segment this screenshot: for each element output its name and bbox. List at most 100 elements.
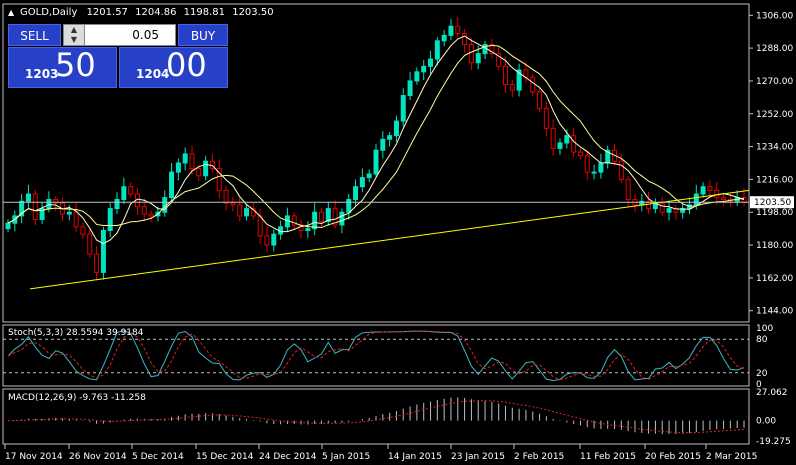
price-axis-label: 1288.00 bbox=[756, 44, 793, 54]
candle-body bbox=[203, 160, 209, 177]
time-axis-label: 15 Dec 2014 bbox=[196, 452, 254, 462]
candle-body bbox=[550, 127, 556, 149]
candle-body bbox=[441, 34, 447, 42]
candle-body bbox=[414, 71, 420, 82]
sell-price-box[interactable]: 1203 50 bbox=[8, 46, 117, 88]
candle-body bbox=[19, 200, 25, 217]
candle-body bbox=[564, 135, 570, 144]
candle-body bbox=[244, 208, 250, 217]
price-axis-label: 1198.00 bbox=[756, 208, 793, 218]
buy-button[interactable]: BUY bbox=[178, 24, 228, 46]
macd-axis-label: -19.275 bbox=[756, 437, 791, 447]
one-click-trading-panel: SELL ▲ ▼ 0.05 BUY 1203 50 1204 00 bbox=[8, 24, 228, 88]
candle-body bbox=[721, 197, 727, 200]
candle-body bbox=[625, 178, 631, 200]
sell-button[interactable]: SELL bbox=[8, 24, 61, 46]
time-axis-label: 26 Nov 2014 bbox=[69, 452, 127, 462]
candle-body bbox=[468, 43, 474, 64]
candle-body bbox=[121, 186, 127, 200]
candle-body bbox=[509, 84, 515, 91]
price-axis-label: 1234.00 bbox=[756, 143, 793, 153]
svg-text:GOLD,Daily 1201.57 120: GOLD,Daily 1201.57 1204.86 1198.81 1203.… bbox=[20, 7, 274, 18]
candle-body bbox=[407, 80, 413, 97]
macd-axis-label: 0.00 bbox=[756, 417, 776, 427]
chart-collapse-icon[interactable]: ▲ bbox=[8, 8, 15, 17]
stoch-signal-line bbox=[7, 330, 745, 381]
candle-body bbox=[462, 33, 468, 45]
macd-signal-line bbox=[7, 400, 745, 434]
price-axis-label: 1270.00 bbox=[756, 77, 793, 87]
candle-body bbox=[543, 107, 549, 129]
candle-body bbox=[591, 171, 597, 174]
candle-body bbox=[393, 120, 399, 137]
candle-body bbox=[223, 189, 229, 204]
candle-body bbox=[496, 53, 502, 67]
time-axis-label: 11 Feb 2015 bbox=[580, 452, 636, 462]
stoch-axis-label: 100 bbox=[756, 324, 773, 334]
candle-body bbox=[305, 228, 311, 231]
candle-body bbox=[230, 202, 236, 206]
candle-body bbox=[39, 208, 45, 221]
candle-body bbox=[332, 208, 338, 226]
candle-body bbox=[53, 198, 59, 204]
price-axis-label: 1144.00 bbox=[756, 307, 793, 317]
current-price-label: 1203.50 bbox=[754, 198, 791, 208]
candle-body bbox=[73, 211, 79, 228]
candle-body bbox=[291, 215, 297, 226]
candle-body bbox=[373, 149, 379, 175]
lot-spinner-icon[interactable]: ▲ ▼ bbox=[64, 25, 85, 45]
candle-body bbox=[66, 211, 72, 215]
candle-body bbox=[707, 186, 713, 191]
candle-body bbox=[312, 211, 318, 230]
candle-body bbox=[537, 91, 543, 109]
candle-body bbox=[584, 155, 590, 173]
lot-size-input[interactable]: ▲ ▼ 0.05 bbox=[63, 24, 176, 46]
candle-body bbox=[87, 233, 93, 255]
candle-body bbox=[196, 167, 202, 177]
price-axis-label: 1162.00 bbox=[756, 274, 793, 284]
candle-body bbox=[598, 162, 604, 173]
candle-body bbox=[128, 186, 134, 195]
candle-body bbox=[359, 177, 365, 188]
candle-body bbox=[571, 135, 577, 153]
candle-body bbox=[346, 198, 352, 213]
time-axis-label: 23 Jan 2015 bbox=[451, 452, 505, 462]
candle-body bbox=[428, 58, 434, 67]
bid-price-big: 50 bbox=[55, 46, 96, 84]
candle-body bbox=[257, 215, 263, 237]
ohlc-high: 1204.86 bbox=[135, 7, 176, 18]
candle-body bbox=[237, 204, 243, 217]
candle-body bbox=[387, 135, 393, 140]
ohlc-close: 1203.50 bbox=[232, 7, 273, 18]
time-axis-label: 14 Jan 2015 bbox=[388, 452, 442, 462]
macd-panel-border bbox=[2, 388, 750, 445]
candle-body bbox=[325, 208, 331, 222]
lot-value: 0.05 bbox=[132, 28, 159, 42]
stoch-main-line bbox=[7, 330, 745, 382]
candle-body bbox=[380, 138, 386, 151]
buy-price-box[interactable]: 1204 00 bbox=[119, 46, 228, 88]
stoch-axis-label: 0 bbox=[756, 380, 762, 390]
price-axis-label: 1180.00 bbox=[756, 241, 793, 251]
candle-body bbox=[80, 226, 86, 235]
time-axis-label: 5 Jan 2015 bbox=[322, 452, 370, 462]
candle-body bbox=[502, 65, 508, 86]
candle-body bbox=[5, 222, 11, 230]
candle-body bbox=[271, 233, 277, 246]
candle-body bbox=[169, 171, 175, 199]
time-axis-label: 24 Dec 2014 bbox=[259, 452, 317, 462]
candle-body bbox=[646, 200, 652, 210]
candle-body bbox=[366, 173, 372, 179]
price-axis-label: 1216.00 bbox=[756, 175, 793, 185]
candle-body bbox=[434, 40, 440, 60]
bid-price-small: 1203 bbox=[25, 67, 59, 81]
candle-body bbox=[353, 186, 359, 200]
candle-body bbox=[530, 76, 536, 93]
candle-body bbox=[148, 213, 154, 217]
ohlc-open: 1201.57 bbox=[87, 7, 128, 18]
candle-body bbox=[693, 193, 699, 206]
ohlc-low: 1198.81 bbox=[184, 7, 225, 18]
price-axis-label: 1306.00 bbox=[756, 11, 793, 21]
